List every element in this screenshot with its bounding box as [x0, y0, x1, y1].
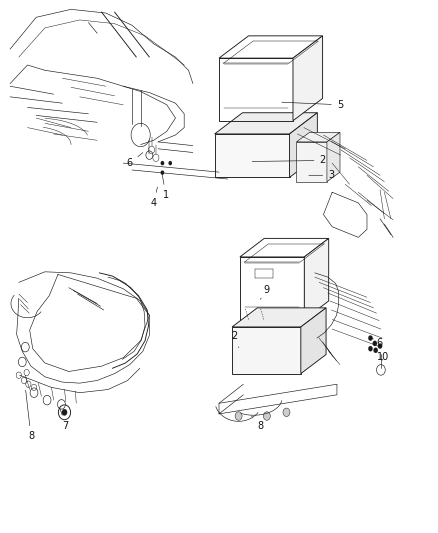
Polygon shape	[215, 113, 318, 134]
Text: 1: 1	[162, 174, 169, 200]
Polygon shape	[327, 132, 340, 182]
Circle shape	[161, 171, 164, 175]
Circle shape	[263, 412, 270, 420]
Text: 8: 8	[251, 416, 263, 431]
Circle shape	[161, 161, 164, 165]
Text: 4: 4	[151, 187, 157, 208]
Circle shape	[235, 412, 242, 420]
Polygon shape	[301, 308, 326, 374]
Polygon shape	[215, 134, 290, 177]
Polygon shape	[304, 238, 328, 319]
Text: 7: 7	[60, 408, 69, 431]
Text: 9: 9	[260, 285, 270, 300]
Circle shape	[283, 408, 290, 417]
Text: 2: 2	[252, 156, 326, 165]
Polygon shape	[232, 327, 301, 374]
Polygon shape	[293, 36, 322, 120]
Polygon shape	[297, 132, 340, 142]
Text: 2: 2	[231, 332, 239, 348]
Text: 8: 8	[26, 390, 34, 441]
Text: 5: 5	[282, 100, 343, 110]
Circle shape	[373, 341, 377, 346]
Text: 6: 6	[372, 338, 382, 349]
Circle shape	[62, 409, 67, 416]
Text: 6: 6	[127, 152, 143, 168]
Polygon shape	[290, 113, 318, 177]
Circle shape	[169, 161, 172, 165]
Polygon shape	[232, 308, 326, 327]
Circle shape	[368, 346, 373, 351]
Polygon shape	[297, 142, 327, 182]
Circle shape	[374, 348, 378, 353]
Text: 10: 10	[378, 352, 390, 361]
Circle shape	[378, 343, 382, 349]
Circle shape	[368, 335, 373, 341]
Text: 3: 3	[309, 171, 334, 180]
